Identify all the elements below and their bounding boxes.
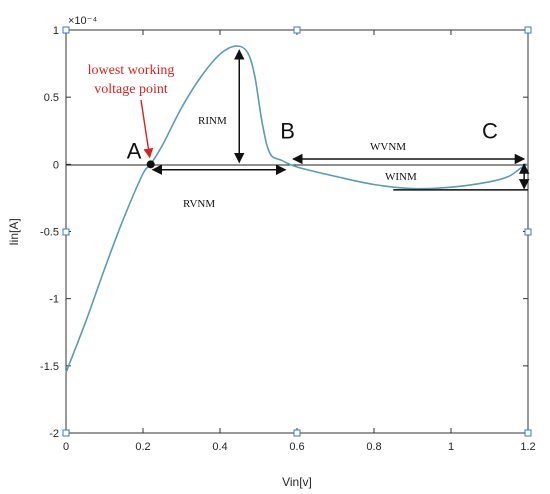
handle-mid-left[interactable] bbox=[62, 228, 70, 236]
y-axis-label: Iin[A] bbox=[7, 218, 21, 245]
handle-mid-right[interactable] bbox=[524, 228, 532, 236]
x-tick-label: 0.2 bbox=[135, 441, 150, 453]
rinm-label: RINM bbox=[198, 115, 227, 127]
x-axis-ticks: 0 0.2 0.4 0.6 0.8 1 1.2 bbox=[63, 30, 536, 453]
handle-top-right[interactable] bbox=[524, 26, 532, 34]
y-tick-label: 0.5 bbox=[44, 92, 59, 104]
handle-top-mid[interactable] bbox=[293, 26, 301, 34]
selection-handles bbox=[62, 26, 532, 437]
wvnm-label: WVNM bbox=[370, 141, 406, 153]
lowest-point-label-line1: lowest working bbox=[88, 63, 175, 78]
y-tick-label: 0 bbox=[53, 159, 59, 171]
y-multiplier: ×10⁻⁴ bbox=[68, 15, 97, 27]
x-tick-label: 1 bbox=[448, 441, 454, 453]
rvnm-label: RVNM bbox=[183, 198, 215, 210]
point-c-label: C bbox=[482, 118, 498, 143]
y-tick-label: -2 bbox=[49, 428, 59, 440]
x-tick-label: 0.4 bbox=[212, 441, 227, 453]
lowest-point-label-line2: voltage point bbox=[94, 82, 168, 97]
handle-bottom-mid[interactable] bbox=[293, 429, 301, 437]
handle-bottom-left[interactable] bbox=[62, 429, 70, 437]
y-tick-label: 1 bbox=[53, 25, 59, 37]
y-tick-label: -1 bbox=[49, 294, 59, 306]
x-axis-label: Vin[v] bbox=[282, 475, 312, 489]
y-tick-label: -1.5 bbox=[40, 361, 59, 373]
x-tick-label: 1.2 bbox=[520, 441, 535, 453]
lowest-point-arrow bbox=[140, 99, 154, 159]
x-tick-label: 0.6 bbox=[289, 441, 304, 453]
point-a-label: A bbox=[127, 138, 142, 163]
plot-frame bbox=[65, 29, 529, 434]
handle-top-left[interactable] bbox=[62, 26, 70, 34]
x-tick-label: 0 bbox=[63, 441, 69, 453]
point-a-marker bbox=[146, 160, 155, 169]
point-b-label: B bbox=[280, 118, 295, 143]
y-tick-label: -0.5 bbox=[40, 227, 59, 239]
y-axis-ticks: -2 -1.5 -1 -0.5 0 0.5 1 bbox=[40, 25, 528, 440]
series-line bbox=[65, 45, 529, 373]
x-tick-label: 0.8 bbox=[366, 441, 381, 453]
handle-bottom-right[interactable] bbox=[524, 429, 532, 437]
winm-label: WINM bbox=[385, 171, 417, 183]
